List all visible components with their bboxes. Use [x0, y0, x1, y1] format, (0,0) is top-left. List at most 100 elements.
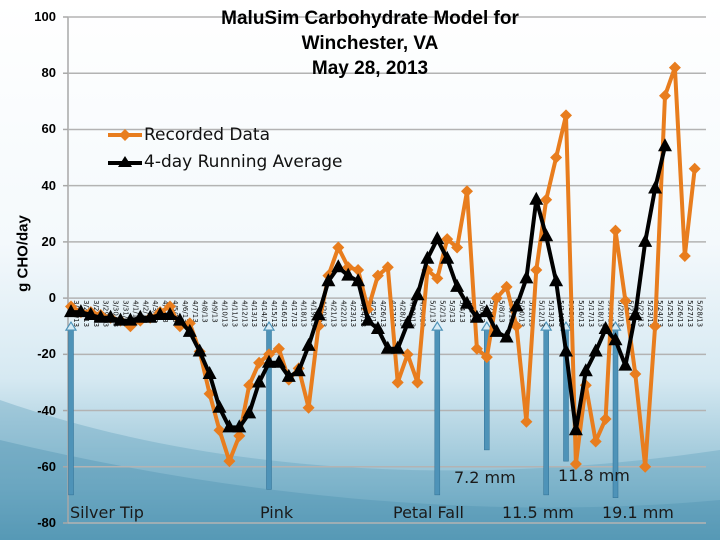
x-tick-label: 5/11/13 — [527, 300, 535, 327]
data-point-diamond — [639, 460, 652, 473]
x-tick-label: 5/26/13 — [676, 300, 684, 327]
x-tick-label: 5/28/13 — [696, 300, 704, 327]
x-tick-label: 4/12/13 — [240, 300, 248, 327]
data-point-diamond — [520, 415, 533, 428]
data-point-diamond — [352, 264, 365, 276]
x-tick-label: 4/25/13 — [369, 300, 377, 327]
annotation-arrow-shaft — [543, 327, 549, 496]
data-point-diamond — [550, 151, 563, 164]
x-tick-label: 5/6/13 — [478, 300, 486, 323]
data-point-triangle — [489, 323, 504, 337]
data-point-diamond — [659, 89, 671, 102]
x-tick-label: 5/24/13 — [656, 300, 664, 327]
data-point-triangle — [509, 298, 524, 312]
data-point-triangle — [262, 354, 276, 368]
annotation-arrow-head-icon — [64, 320, 78, 331]
data-point-diamond — [381, 261, 394, 274]
data-point-diamond — [243, 379, 256, 392]
x-tick-label: 5/18/13 — [597, 300, 605, 327]
data-point-triangle — [469, 309, 484, 323]
data-point-triangle — [291, 363, 306, 377]
chart-title-line-2: Winchester, VA — [301, 33, 439, 54]
x-tick-label: 4/7/13 — [191, 300, 199, 323]
data-point-diamond — [272, 342, 285, 355]
data-point-diamond — [540, 193, 553, 206]
data-point-diamond — [629, 368, 642, 381]
y-tick-label: 100 — [34, 9, 56, 24]
annotation-arrow-head-icon — [480, 320, 493, 331]
y-tick-label: -80 — [37, 515, 56, 530]
data-point-triangle — [559, 343, 573, 357]
x-tick-label: 5/3/13 — [448, 300, 456, 323]
x-tick-label: 5/22/13 — [636, 300, 644, 327]
data-point-triangle — [212, 399, 227, 413]
data-point-triangle — [628, 306, 643, 320]
data-point-diamond — [609, 224, 622, 237]
data-point-diamond — [688, 162, 701, 175]
series-line — [71, 145, 667, 433]
data-point-triangle — [222, 419, 237, 433]
data-point-diamond — [213, 424, 226, 437]
x-tick-label: 5/7/13 — [488, 300, 496, 323]
annotation-arrow-shaft — [68, 327, 74, 496]
data-point-diamond — [332, 241, 345, 254]
data-point-triangle — [351, 273, 366, 287]
data-point-triangle — [341, 267, 356, 281]
legend-triangle-icon — [108, 156, 142, 167]
x-tick-label: 4/15/13 — [270, 300, 278, 327]
x-tick-label: 5/4/13 — [458, 300, 466, 323]
data-point-diamond — [500, 280, 513, 293]
data-point-triangle — [321, 273, 336, 287]
legend-item-recorded: Recorded Data — [108, 125, 270, 145]
data-point-triangle — [232, 419, 247, 433]
y-tick-label: -20 — [37, 346, 56, 362]
legend-label-recorded: Recorded Data — [144, 125, 270, 145]
data-point-diamond — [560, 109, 572, 122]
data-point-diamond — [223, 455, 236, 468]
data-point-diamond — [649, 320, 662, 333]
legend-item-average: 4-day Running Average — [108, 152, 343, 172]
x-tick-label: 3/29/13 — [102, 300, 110, 327]
annotation-label: Petal Fall — [393, 503, 464, 522]
x-tick-label: 5/20/13 — [617, 300, 625, 327]
annotation-label: 11.5 mm — [502, 503, 574, 522]
x-tick-label: 4/6/13 — [181, 300, 189, 323]
x-tick-label: 4/8/13 — [201, 300, 209, 323]
data-point-diamond — [411, 376, 424, 389]
data-point-diamond — [233, 429, 246, 442]
data-point-triangle — [73, 304, 88, 318]
data-point-triangle — [370, 321, 385, 335]
chart-title-line-1: MaluSim Carbohydrate Model for — [221, 8, 519, 29]
x-tick-label: 5/1/13 — [428, 300, 436, 323]
data-point-triangle — [618, 357, 633, 371]
data-point-diamond — [371, 269, 384, 282]
data-point-triangle — [202, 366, 217, 380]
x-tick-label: 3/30/13 — [112, 300, 120, 327]
data-point-diamond — [569, 457, 582, 470]
data-point-triangle — [172, 312, 187, 326]
annotation-arrow-shaft — [434, 327, 441, 496]
data-point-diamond — [302, 401, 315, 414]
x-tick-label: 4/18/13 — [300, 300, 308, 327]
annotation-label: Pink — [260, 503, 294, 522]
data-point-triangle — [64, 304, 78, 318]
data-point-triangle — [608, 332, 623, 346]
annotation-label: 7.2 mm — [454, 468, 516, 487]
data-point-triangle — [83, 306, 98, 320]
x-tick-label: 4/1/13 — [131, 300, 139, 323]
data-point-triangle — [578, 363, 593, 377]
x-tick-label: 5/16/13 — [577, 300, 585, 327]
data-point-triangle — [331, 259, 346, 273]
x-tick-label: 5/12/13 — [537, 300, 545, 327]
x-tick-label: 5/17/13 — [587, 300, 595, 327]
data-point-triangle — [380, 340, 395, 354]
data-point-diamond — [668, 61, 681, 74]
y-tick-label: -60 — [37, 458, 56, 474]
data-point-triangle — [390, 340, 405, 354]
x-tick-label: 4/13/13 — [250, 300, 258, 327]
y-tick-label: 40 — [41, 177, 56, 193]
x-tick-label: 4/28/13 — [399, 300, 407, 327]
x-tick-label: 4/11/13 — [230, 300, 238, 327]
data-point-triangle — [163, 306, 177, 320]
